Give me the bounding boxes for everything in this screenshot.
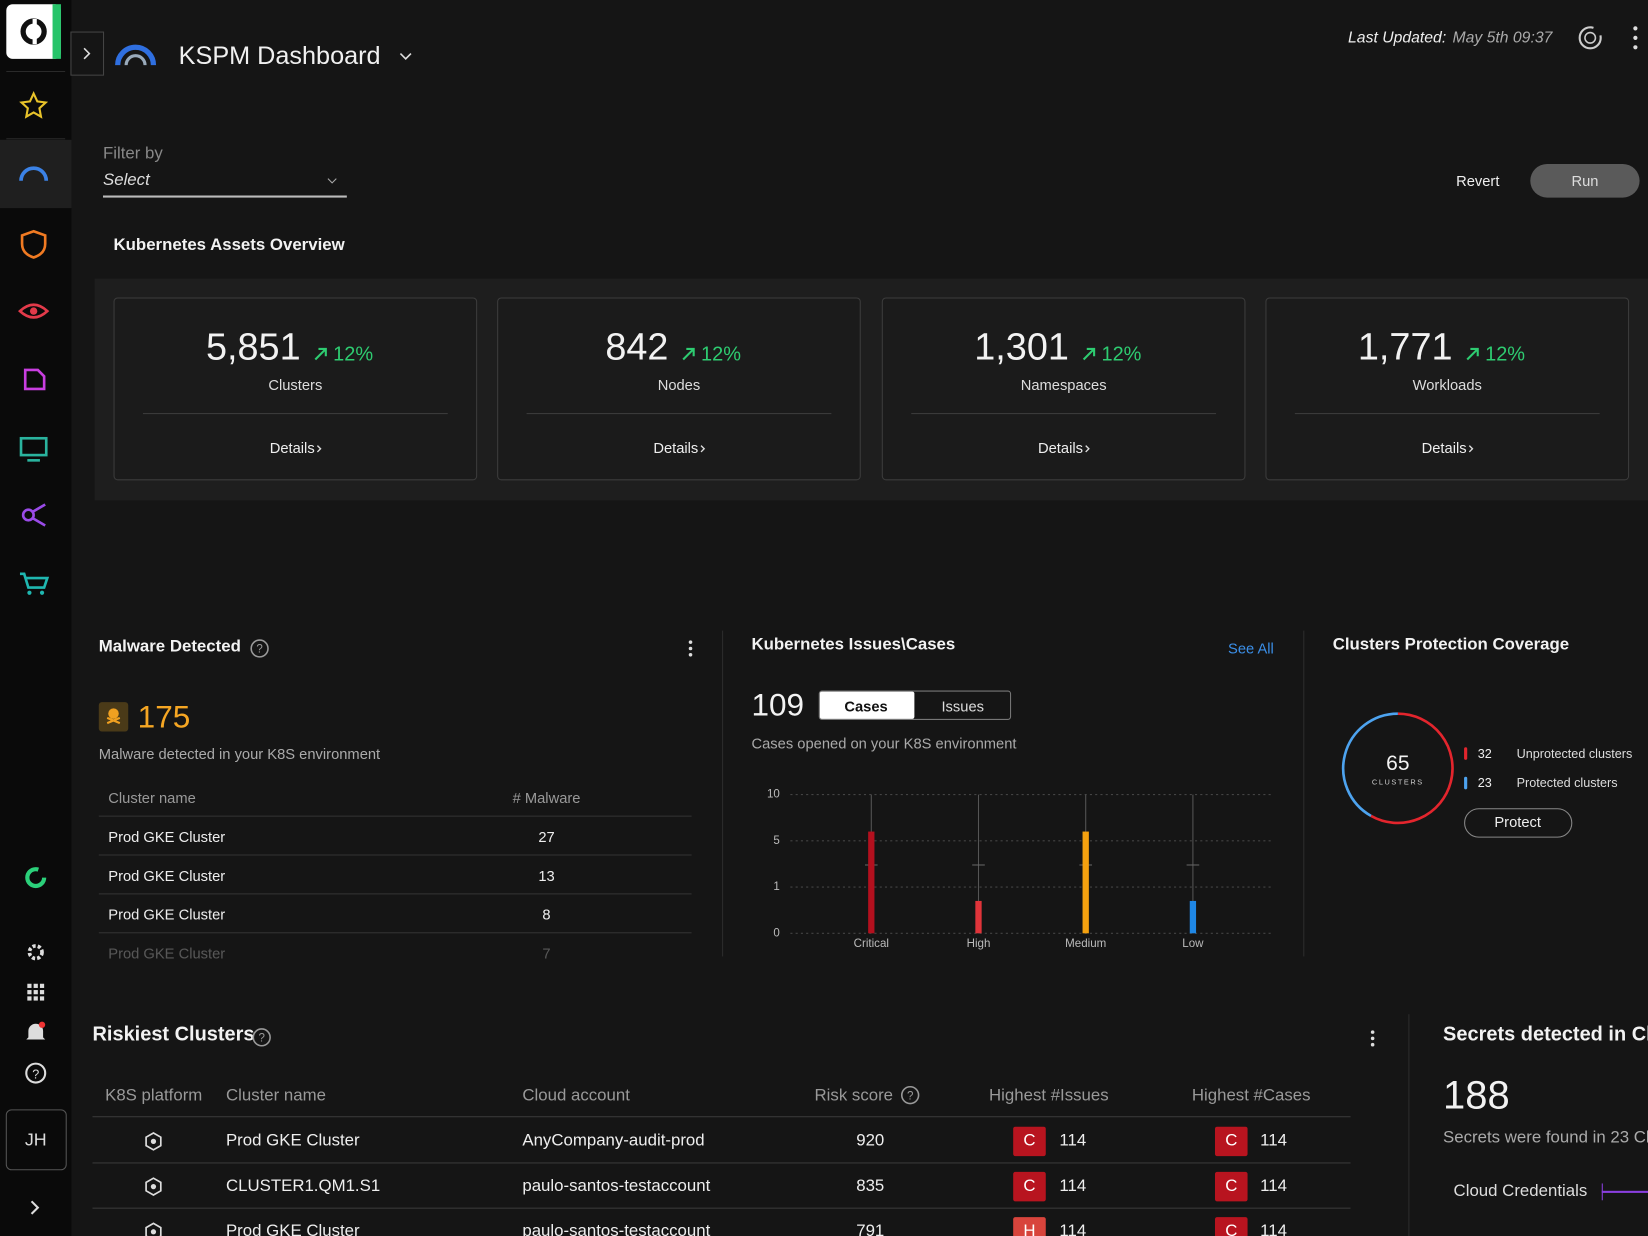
severity-letter: C [1225, 1222, 1237, 1236]
highest-count: 114 [1059, 1222, 1086, 1236]
widget-title: Riskiest Clusters [92, 1024, 254, 1047]
svg-text:?: ? [32, 1067, 39, 1081]
chevron [1469, 446, 1472, 452]
platform-icon [144, 1222, 163, 1236]
risk-score: 791 [856, 1222, 884, 1236]
highest-count: 114 [1260, 1177, 1287, 1196]
cloud-account: paulo-santos-testaccount [522, 1177, 710, 1196]
issues-chart [0, 0, 1366, 967]
widget-title: Secrets detected in Clu [1443, 1024, 1648, 1047]
severity-letter: C [1225, 1132, 1237, 1151]
severity-letter: H [1023, 1222, 1035, 1236]
dot [1371, 1037, 1375, 1041]
column-header: Highest #Issues [989, 1087, 1109, 1106]
highest-count: 114 [1260, 1222, 1287, 1236]
hub [151, 1184, 156, 1189]
cloud-account: AnyCompany-audit-prod [522, 1132, 704, 1151]
legend-swatch [1464, 777, 1467, 790]
x-tick-label: Medium [1065, 938, 1106, 951]
x-tick-label: High [967, 938, 991, 951]
arrow [1467, 349, 1478, 360]
y-tick-label: 10 [767, 788, 780, 801]
asset-label: Workloads [1413, 376, 1482, 393]
donut-total: 65 [1386, 752, 1409, 776]
row-divider [92, 1116, 1350, 1117]
asset-value: 1,771 [1358, 325, 1453, 369]
x-tick-label: Low [1182, 938, 1203, 951]
revert-button[interactable]: Revert [1456, 172, 1499, 189]
legend-swatch [1464, 747, 1467, 760]
donut-label: CLUSTERS [1372, 779, 1424, 786]
hub [151, 1139, 156, 1144]
secret-bar-start [1602, 1183, 1603, 1200]
highest-count: 114 [1260, 1132, 1287, 1151]
y-tick-label: 5 [773, 835, 779, 848]
column-header: Cloud account [522, 1087, 630, 1106]
highest-count: 114 [1059, 1177, 1086, 1196]
cloud-account: paulo-santos-testaccount [522, 1222, 710, 1236]
risk-score: 920 [856, 1132, 884, 1151]
x-tick-label: Critical [854, 938, 889, 951]
secret-category: Cloud Credentials [1454, 1182, 1588, 1201]
column-header: Highest #Cases [1192, 1087, 1311, 1106]
risk-score: 835 [856, 1177, 884, 1196]
details-chevron [1468, 445, 1474, 453]
legend-label: Protected clusters [1517, 776, 1618, 791]
row-divider [92, 1162, 1350, 1163]
legend-value: 32 [1478, 746, 1492, 761]
platform-icon [144, 1177, 163, 1196]
y-tick-label: 0 [773, 927, 779, 940]
column-header: Cluster name [226, 1087, 326, 1106]
cluster-name: Prod GKE Cluster [226, 1222, 360, 1236]
widget-divider [1408, 1014, 1409, 1236]
severity-letter: C [1023, 1177, 1035, 1196]
trend-arrow [1465, 347, 1480, 362]
bar [975, 901, 981, 933]
secret-bar [1602, 1191, 1648, 1193]
severity-letter: C [1225, 1177, 1237, 1196]
column-header: K8S platform [105, 1087, 202, 1106]
donut-segment [1371, 714, 1453, 823]
legend-label: Unprotected clusters [1517, 746, 1633, 761]
bar [1083, 832, 1089, 934]
bar [868, 832, 874, 934]
cluster-name: CLUSTER1.QM1.S1 [226, 1177, 380, 1196]
help-icon: ? [901, 1086, 920, 1105]
highest-count: 114 [1059, 1132, 1086, 1151]
user-avatar: JH [25, 1130, 47, 1151]
platform-icon [144, 1132, 163, 1151]
run-label[interactable]: Run [1571, 172, 1598, 189]
cluster-name: Prod GKE Cluster [226, 1132, 360, 1151]
legend-value: 23 [1478, 776, 1492, 791]
help-mark: ? [907, 1090, 913, 1102]
more-menu[interactable] [1368, 1029, 1376, 1048]
dot [1371, 1030, 1375, 1034]
y-tick-label: 1 [773, 881, 779, 894]
dot [1371, 1043, 1375, 1047]
row-divider [92, 1208, 1350, 1209]
secrets-count: 188 [1443, 1074, 1510, 1119]
bar [1190, 901, 1196, 933]
details-link[interactable]: Details [1422, 439, 1467, 456]
widget-subtitle: Secrets were found in 23 Cl [1443, 1129, 1648, 1148]
asset-change: 12% [1485, 344, 1525, 367]
protect-label[interactable]: Protect [1494, 813, 1541, 830]
severity-letter: C [1023, 1132, 1035, 1151]
hub [151, 1229, 156, 1234]
help-mark: ? [258, 1033, 264, 1045]
column-header: Risk score [815, 1087, 893, 1106]
last-updated-value: May 5th 09:37 [1452, 29, 1552, 47]
header-actions[interactable] [1571, 19, 1645, 57]
widget-title: Clusters Protection Coverage [1333, 636, 1569, 655]
help-icon: ? [252, 1028, 271, 1047]
